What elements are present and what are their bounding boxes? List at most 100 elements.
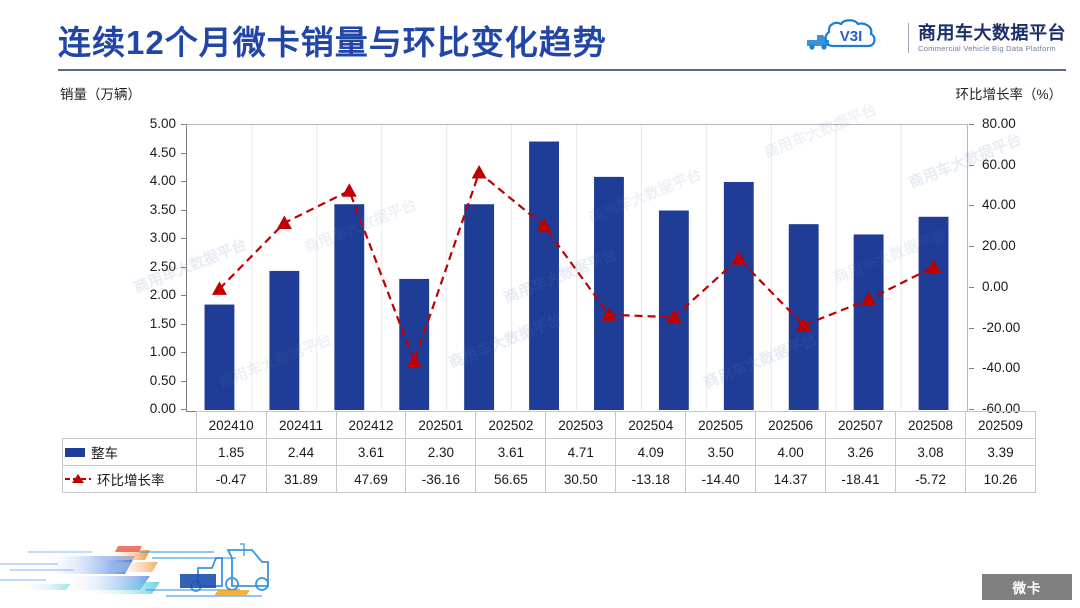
right-axis-tick [969, 286, 974, 288]
cell-整车-202412: 3.61 [335, 438, 407, 466]
left-tick-2.00: 2.00 [149, 287, 176, 302]
left-axis-tick [181, 352, 186, 353]
table-header-202502: 202502 [475, 411, 547, 439]
brand-name-cn: 商用车大数据平台 [918, 22, 1066, 43]
left-axis-tick [181, 238, 186, 239]
left-tick-0.50: 0.50 [149, 372, 176, 388]
bar-202508 [853, 234, 884, 410]
table-header-202504: 202504 [615, 411, 687, 439]
line-marker-202508 [861, 292, 877, 306]
header-divider [58, 69, 1066, 71]
cell-环比增长率-202506: 14.37 [755, 465, 827, 493]
right-tick-0.00: 0.00 [982, 278, 1009, 294]
brand-logo: V3I 商用车大数据平台 Commercial Vehicle Big Data… [803, 18, 1066, 58]
line-marker-202505 [666, 309, 682, 324]
bar-202410 [204, 304, 235, 410]
right-axis-caption: 环比增长率（%） [955, 87, 1062, 102]
cell-整车-202501: 2.30 [405, 438, 477, 466]
chart-container: 0.00 0.50 1.00 1.50 2.00 2.50 3.00 3.50 4.00 4.50… [0, 110, 1080, 415]
line-marker-202502 [471, 165, 487, 179]
table-header-202506: 202506 [755, 411, 827, 439]
slide-header: 连续12个月微卡销量与环比变化趋势 V3I 商用车大数据平台 Commercia… [0, 0, 1080, 72]
bar-202504 [594, 176, 624, 410]
svg-text:V3I: V3I [840, 28, 863, 45]
right-axis-tick [969, 164, 974, 166]
logo-divider [908, 23, 909, 53]
left-axis-tick [181, 323, 186, 325]
right-axis-tick [969, 124, 974, 125]
right-tick--20.00: -20.00 [982, 319, 1021, 335]
left-tick-3.00: 3.00 [149, 230, 176, 245]
table-header-row: 202410 202411 202412 202501 202502 202503 2025… [63, 411, 1037, 439]
line-legend-swatch-icon [65, 474, 91, 483]
table-row: 整车 1.85 2.44 3.61 2.30 3.61 4.71 4.09 3.50 4.00 3.… [62, 438, 1037, 466]
legend-bar: 整车 [62, 438, 197, 466]
left-axis-tick [181, 266, 186, 268]
cell-环比增长率-202509: 10.26 [964, 465, 1037, 493]
left-axis-tick [181, 209, 186, 211]
table-header-202508: 202508 [895, 411, 966, 439]
left-tick-2.50: 2.50 [149, 258, 176, 274]
left-axis-tick [181, 409, 186, 410]
page-title: 连续12个月微卡销量与环比变化趋势 [58, 24, 607, 61]
truck-decoration-icon [0, 543, 269, 597]
cell-环比增长率-202501: -36.16 [405, 465, 477, 493]
bar-202411 [269, 270, 300, 410]
cell-环比增长率-202508: -5.72 [895, 465, 966, 493]
table-row: 环比增长率 -0.47 31.89 47.69 -36.16 56.65 30.50 -13.… [62, 465, 1037, 493]
table-header-202505: 202505 [685, 411, 757, 439]
line-marker-202509 [926, 259, 942, 273]
chart-data-table: 202410 202411 202412 202501 202502 202503 2025… [62, 411, 1037, 493]
cell-环比增长率-202504: -13.18 [615, 465, 687, 493]
cell-环比增长率-202502: 56.65 [475, 465, 547, 493]
left-axis-tick [181, 380, 186, 382]
cell-整车-202411: 2.44 [265, 438, 337, 466]
table-header-202503: 202503 [545, 411, 617, 439]
bar-legend-swatch-icon [65, 447, 85, 457]
cell-环比增长率-202411: 31.89 [265, 465, 337, 493]
table-header-202410: 202410 [195, 411, 267, 439]
right-axis-tick [969, 368, 974, 370]
bar-202502 [464, 204, 495, 410]
left-tick-4.00: 4.00 [149, 173, 176, 188]
cell-整车-202509: 3.39 [964, 438, 1037, 466]
left-tick-4.50: 4.50 [149, 144, 176, 160]
cell-整车-202506: 4.00 [755, 438, 827, 466]
legend-label: 环比增长率 [97, 473, 165, 488]
cell-整车-202503: 4.71 [545, 438, 617, 466]
left-tick-1.00: 1.00 [149, 344, 176, 359]
right-tick--40.00: -40.00 [982, 360, 1021, 376]
line-marker-202507 [796, 317, 812, 332]
line-marker-202410 [211, 281, 227, 295]
cell-整车-202504: 4.09 [615, 438, 687, 466]
right-tick-60.00: 60.00 [982, 156, 1016, 172]
left-axis-tick [181, 152, 186, 154]
bar-202503 [529, 141, 559, 410]
legend-line: 环比增长率 [62, 465, 197, 493]
table-header-202509: 202509 [964, 411, 1037, 439]
line-marker-202503 [536, 218, 552, 232]
bar-202509 [918, 216, 949, 410]
legend-label: 整车 [91, 446, 118, 461]
cell-环比增长率-202412: 47.69 [335, 465, 407, 493]
left-tick-5.00: 5.00 [149, 116, 176, 131]
right-tick-40.00: 40.00 [982, 197, 1016, 213]
line-marker-202501 [406, 353, 422, 368]
right-axis-tick [969, 246, 974, 248]
line-marker-202504 [601, 307, 617, 321]
right-tick-80.00: 80.00 [982, 116, 1016, 131]
left-tick-3.50: 3.50 [149, 201, 176, 217]
left-axis-caption: 销量（万辆） [60, 87, 141, 102]
bar-202501 [399, 278, 430, 410]
line-marker-202412 [341, 183, 357, 197]
line-marker-202411 [276, 215, 292, 229]
cell-整车-202505: 3.50 [685, 438, 757, 466]
table-header-202412: 202412 [335, 411, 407, 439]
right-axis-tick [969, 205, 974, 207]
table-header-202501: 202501 [405, 411, 477, 439]
left-axis-tick [181, 124, 186, 125]
category-badge: 微卡 [982, 574, 1072, 600]
right-axis-tick [969, 327, 974, 329]
cell-整车-202410: 1.85 [195, 438, 267, 466]
